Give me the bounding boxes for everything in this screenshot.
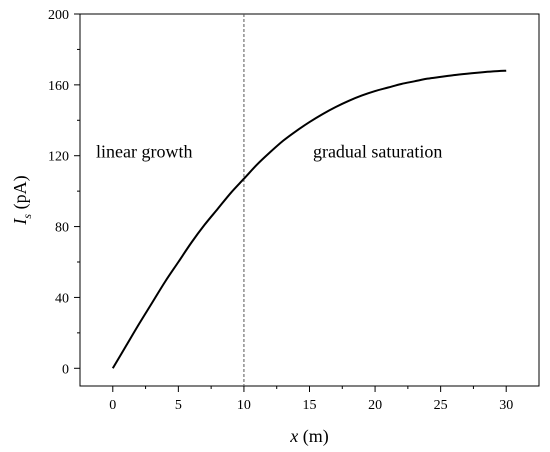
y-axis-subscript: s bbox=[20, 214, 34, 219]
y-tick-label: 160 bbox=[48, 79, 69, 94]
x-axis-variable: x bbox=[289, 426, 298, 446]
x-tick-label: 15 bbox=[303, 398, 317, 413]
y-tick-label: 200 bbox=[48, 8, 69, 23]
region-annotation: linear growth bbox=[96, 141, 192, 161]
y-axis-title: Is (pA) bbox=[10, 175, 34, 225]
y-axis-variable: I bbox=[10, 218, 30, 226]
x-axis-unit: (m) bbox=[298, 426, 329, 447]
y-tick-label: 40 bbox=[55, 291, 69, 306]
y-tick-label: 80 bbox=[55, 221, 69, 236]
y-axis-unit: (pA) bbox=[10, 175, 31, 214]
y-tick-label: 120 bbox=[48, 150, 69, 165]
x-tick-label: 25 bbox=[434, 398, 448, 413]
x-tick-label: 30 bbox=[499, 398, 513, 413]
y-tick-label: 0 bbox=[62, 362, 69, 377]
series-line bbox=[111, 69, 507, 369]
plot-frame bbox=[79, 13, 540, 387]
x-tick-label: 20 bbox=[368, 398, 382, 413]
x-tick-label: 5 bbox=[175, 398, 182, 413]
x-tick-label: 0 bbox=[109, 398, 116, 413]
region-annotation: gradual saturation bbox=[313, 141, 442, 161]
x-axis-title: x (m) bbox=[289, 426, 329, 447]
x-tick-label: 10 bbox=[237, 398, 251, 413]
